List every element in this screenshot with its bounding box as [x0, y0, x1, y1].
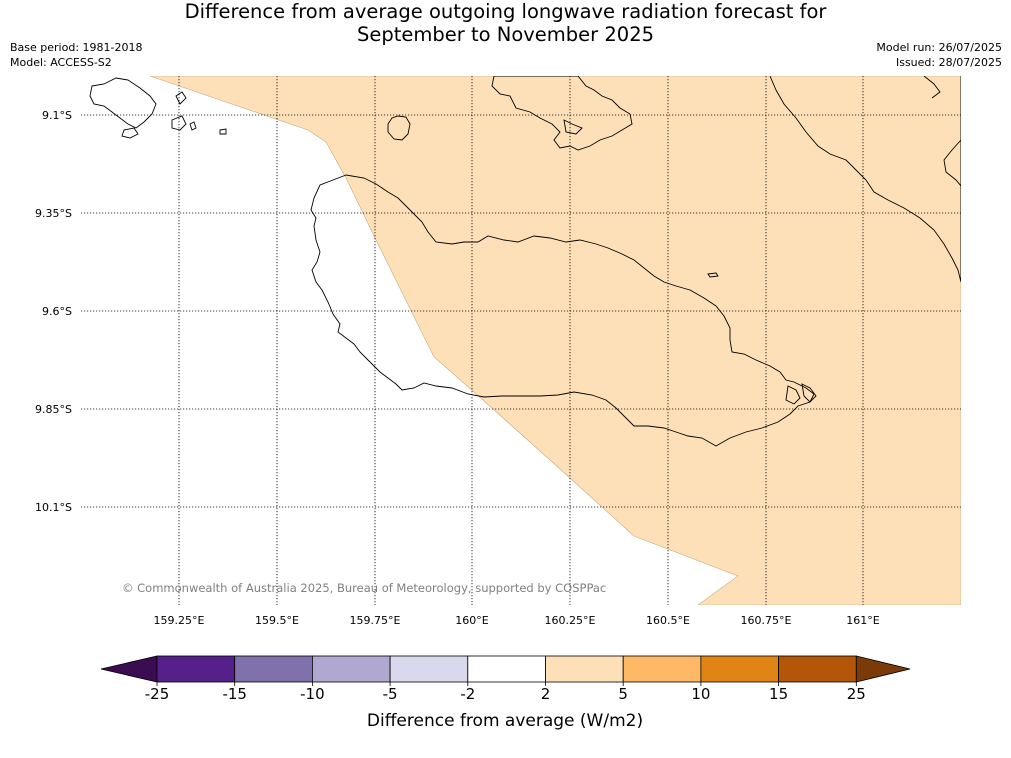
colorbar-extend-high	[855, 655, 911, 683]
title-line-1: Difference from average outgoing longwav…	[184, 0, 827, 23]
chart-title: Difference from average outgoing longwav…	[0, 0, 1011, 46]
colorbar-tick-label: 25	[847, 685, 866, 703]
russell-islands-coastline	[89, 77, 157, 129]
guadalcanal-coastline	[310, 174, 815, 447]
colorbar-tick-label: -15	[222, 685, 247, 703]
colorbar-segment	[700, 655, 780, 683]
colorbar-segment	[467, 655, 546, 683]
issued-date: Issued: 28/07/2025	[895, 56, 1002, 69]
nggela-islet-coastline	[563, 119, 583, 135]
graticule	[81, 76, 961, 605]
nggela-islands-coastline	[491, 76, 633, 151]
longitude-tick-label: 159.75°E	[350, 614, 401, 627]
colorbar-tick-label: 2	[541, 685, 551, 703]
anomaly-region	[149, 76, 961, 605]
malaita-coastline	[769, 76, 961, 283]
latitude-tick-label: 9.6°S	[42, 305, 72, 318]
colorbar-segment	[622, 655, 702, 683]
colorbar-tick-label: -25	[145, 685, 170, 703]
colorbar-segment	[234, 655, 313, 683]
latitude-tick-label: 10.1°S	[35, 501, 72, 514]
longitude-tick-label: 160.5°E	[646, 614, 690, 627]
latitude-tick-label: 9.85°S	[35, 403, 72, 416]
latitude-tick-label: 9.1°S	[42, 109, 72, 122]
colorbar-segment	[545, 655, 624, 683]
marau-islets-coastline	[785, 383, 817, 405]
copyright-notice: © Commonwealth of Australia 2025, Bureau…	[122, 581, 606, 595]
colorbar-tick-label: 5	[618, 685, 628, 703]
model-run: Model run: 26/07/2025	[876, 41, 1002, 54]
latitude-tick-label: 9.35°S	[35, 207, 72, 220]
title-line-2: September to November 2025	[356, 23, 655, 46]
russell-islet-4	[219, 128, 227, 135]
russell-islet-5	[189, 121, 197, 131]
colorbar-label: Difference from average (W/m2)	[367, 711, 643, 731]
base-period: Base period: 1981-2018	[10, 41, 143, 54]
colorbar-tick-label: 10	[691, 685, 710, 703]
russell-islet-2	[171, 115, 187, 131]
colorbar-segment	[778, 655, 857, 683]
longitude-tick-label: 160.75°E	[741, 614, 792, 627]
russell-islet-3	[175, 91, 187, 105]
latitude-labels: 9.1°S 9.35°S 9.6°S 9.85°S 10.1°S	[35, 109, 72, 514]
meta-left: Base period: 1981-2018 Model: ACCESS-S2	[10, 40, 142, 70]
small-islet-coastline	[707, 272, 719, 278]
model-name: Model: ACCESS-S2	[10, 56, 112, 69]
colorbar-tick-label: -2	[460, 685, 475, 703]
colorbar-tick-labels: -25 -15 -10 -5 -2 2 5 10 15 25	[145, 682, 866, 703]
longitude-labels: 159.25°E 159.5°E 159.75°E 160°E 160.25°E 160.…	[154, 614, 880, 627]
colorbar-tick-label: -10	[300, 685, 325, 703]
russell-islet-1	[121, 127, 139, 139]
longitude-tick-label: 159.25°E	[154, 614, 205, 627]
savo-island-coastline	[387, 115, 411, 141]
longitude-tick-label: 160°E	[455, 614, 488, 627]
longitude-tick-label: 159.5°E	[255, 614, 299, 627]
colorbar-segment	[311, 655, 391, 683]
colorbar-segment	[389, 655, 469, 683]
colorbar-tick-label: -5	[383, 685, 398, 703]
colorbar-extend-low	[100, 655, 158, 683]
colorbar-tick-label: 15	[769, 685, 788, 703]
meta-right: Model run: 26/07/2025 Issued: 28/07/2025	[876, 40, 1002, 70]
colorbar	[100, 655, 911, 683]
coastlines	[89, 76, 961, 447]
longitude-tick-label: 160.25°E	[545, 614, 596, 627]
longitude-tick-label: 161°E	[846, 614, 879, 627]
colorbar-segment	[156, 655, 236, 683]
